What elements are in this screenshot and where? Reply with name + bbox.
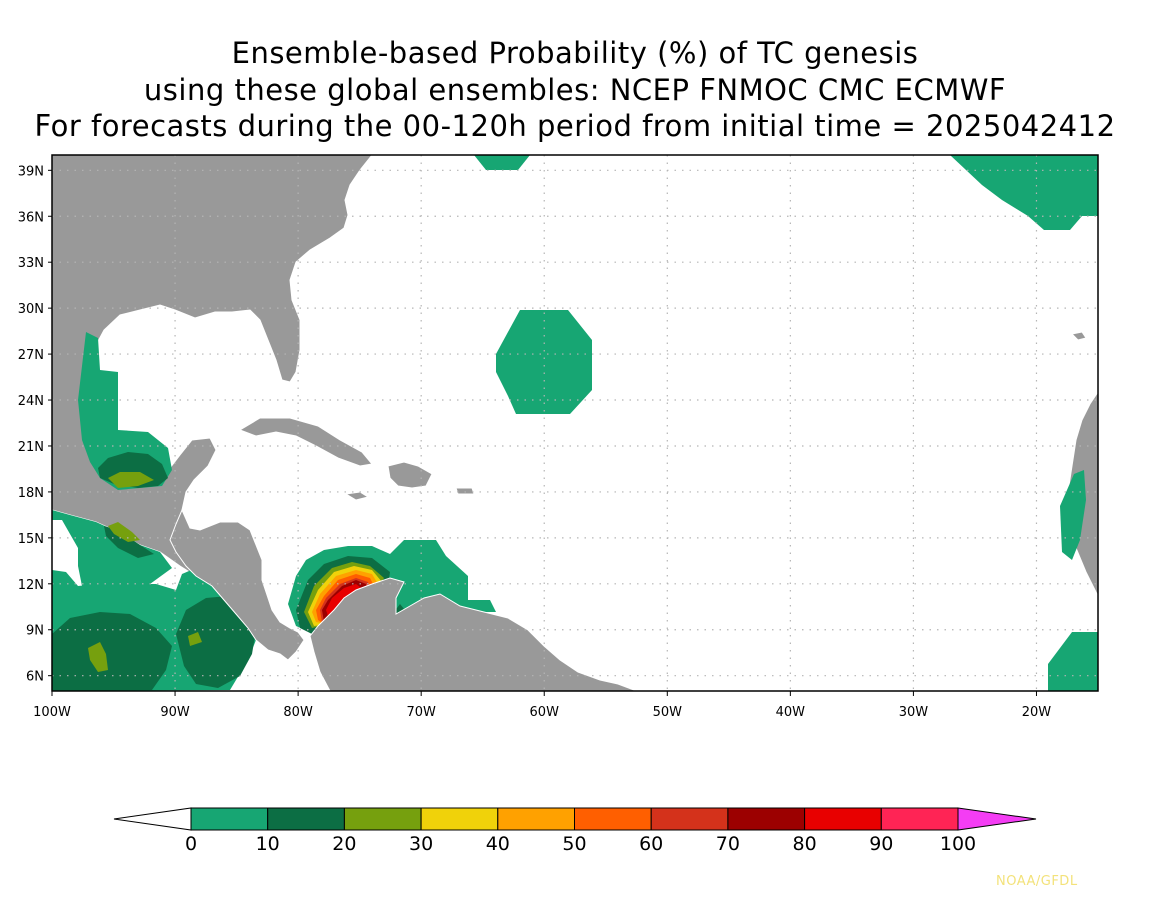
- colorbar-label: 20: [332, 833, 356, 855]
- colorbar-swatch: [650, 807, 729, 831]
- lon-label: 50W: [653, 705, 683, 720]
- colorbar-swatch: [727, 807, 806, 831]
- colorbar-swatch: [497, 807, 575, 831]
- lon-label: 70W: [406, 705, 436, 720]
- land-canaries: [1070, 331, 1087, 341]
- map-area: [52, 155, 1098, 691]
- colorbar-label: 60: [639, 833, 663, 855]
- latitude-labels: 39N 36N 33N 30N 27N 24N 21N 18N 15N 12N 9N 6N: [18, 164, 52, 685]
- lon-label: 30W: [899, 705, 929, 720]
- land-hispaniola: [387, 461, 433, 489]
- lat-label: 9N: [26, 624, 44, 639]
- lat-label: 18N: [18, 486, 44, 501]
- lon-label: 80W: [283, 705, 313, 720]
- lon-label: 40W: [776, 705, 806, 720]
- colorbar-label: 30: [409, 833, 433, 855]
- colorbar-label: 0: [185, 833, 197, 855]
- land-puerto-rico: [455, 487, 475, 495]
- colorbar-swatch: [190, 807, 269, 831]
- lat-label: 12N: [18, 578, 44, 593]
- lat-label: 15N: [18, 532, 44, 547]
- title-line-2: using these global ensembles: NCEP FNMOC…: [143, 72, 1007, 108]
- colorbar-swatch: [420, 807, 499, 831]
- lon-label: 100W: [33, 705, 71, 720]
- land-overlay: [169, 508, 635, 691]
- colorbar-label: 70: [716, 833, 740, 855]
- colorbar-under-arrow: [113, 807, 192, 831]
- colorbar-swatch: [267, 807, 345, 831]
- lat-label: 27N: [18, 348, 44, 363]
- colorbar-swatch: [343, 807, 422, 831]
- title-line-3: For forecasts during the 00-120h period …: [34, 108, 1116, 144]
- colorbar-label: 90: [869, 833, 893, 855]
- land-jamaica: [344, 491, 370, 501]
- credit-label: NOAA/GFDL: [996, 874, 1078, 889]
- colorbar-swatch: [574, 807, 652, 831]
- colorbar-label: 40: [486, 833, 510, 855]
- title-line-1: Ensemble-based Probability (%) of TC gen…: [231, 35, 919, 71]
- colorbar-swatch: [880, 807, 959, 831]
- lat-label: 24N: [18, 394, 44, 409]
- lat-label: 6N: [26, 670, 44, 685]
- lon-label: 20W: [1022, 705, 1052, 720]
- map-frame: [51, 154, 1099, 692]
- colorbar-over-arrow: [957, 807, 1037, 831]
- colorbar-label: 100: [940, 833, 976, 855]
- lat-label: 30N: [18, 302, 44, 317]
- lat-label: 21N: [18, 440, 44, 455]
- colorbar-swatch: [804, 807, 882, 831]
- lon-label: 90W: [160, 705, 190, 720]
- colorbar-label: 50: [562, 833, 586, 855]
- lat-label: 39N: [18, 164, 44, 179]
- lat-label: 36N: [18, 210, 44, 225]
- land-cuba: [238, 417, 373, 467]
- colorbar-label: 80: [793, 833, 817, 855]
- lon-label: 60W: [530, 705, 560, 720]
- lat-label: 33N: [18, 256, 44, 271]
- colorbar-label: 10: [256, 833, 280, 855]
- colorbar: 0 10 20 30 40 50 60 70 80 90 100: [113, 807, 1037, 855]
- longitude-labels: 100W 90W 80W 70W 60W 50W 40W 30W 20W: [33, 691, 1051, 720]
